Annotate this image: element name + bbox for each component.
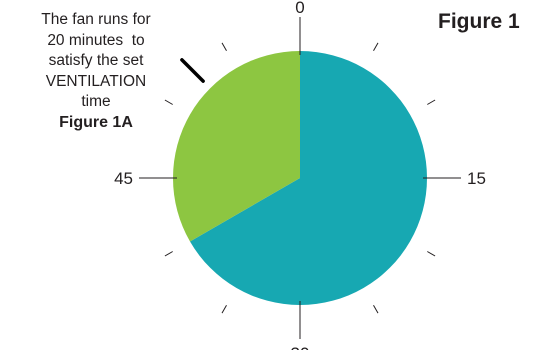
minor-tick	[221, 42, 227, 51]
tick-label-30: 30	[291, 344, 310, 350]
annotation-line: VENTILATION	[45, 72, 147, 90]
minor-tick	[164, 251, 173, 257]
annotation-line: satisfy the set	[48, 52, 144, 69]
tick-label-0: 0	[295, 0, 304, 17]
segment-off	[190, 51, 428, 305]
minor-tick	[164, 99, 173, 105]
pointer-line	[180, 58, 205, 83]
minor-tick	[427, 99, 436, 105]
tick-label-15: 15	[467, 169, 486, 188]
minor-tick	[221, 305, 227, 314]
figure-1a-label: Figure 1A	[59, 113, 133, 131]
annotation-line: 20 minutes to	[47, 31, 145, 49]
dial-tick-labels: 0 15 30 45	[114, 0, 486, 350]
annotation-line: The fan runs for	[41, 11, 151, 28]
dial-ticks	[139, 17, 461, 339]
dial-pointer	[180, 58, 205, 83]
segment-fan-on	[172, 51, 300, 242]
dial-segments	[172, 51, 428, 305]
minor-tick	[427, 251, 436, 257]
minor-tick	[373, 305, 379, 314]
annotation-line: time	[81, 93, 111, 110]
minor-tick	[373, 42, 379, 51]
figure-title: Figure 1	[438, 10, 520, 33]
tick-label-45: 45	[114, 169, 133, 188]
fan-annotation: The fan runs for 20 minutes to satisfy t…	[22, 10, 170, 133]
